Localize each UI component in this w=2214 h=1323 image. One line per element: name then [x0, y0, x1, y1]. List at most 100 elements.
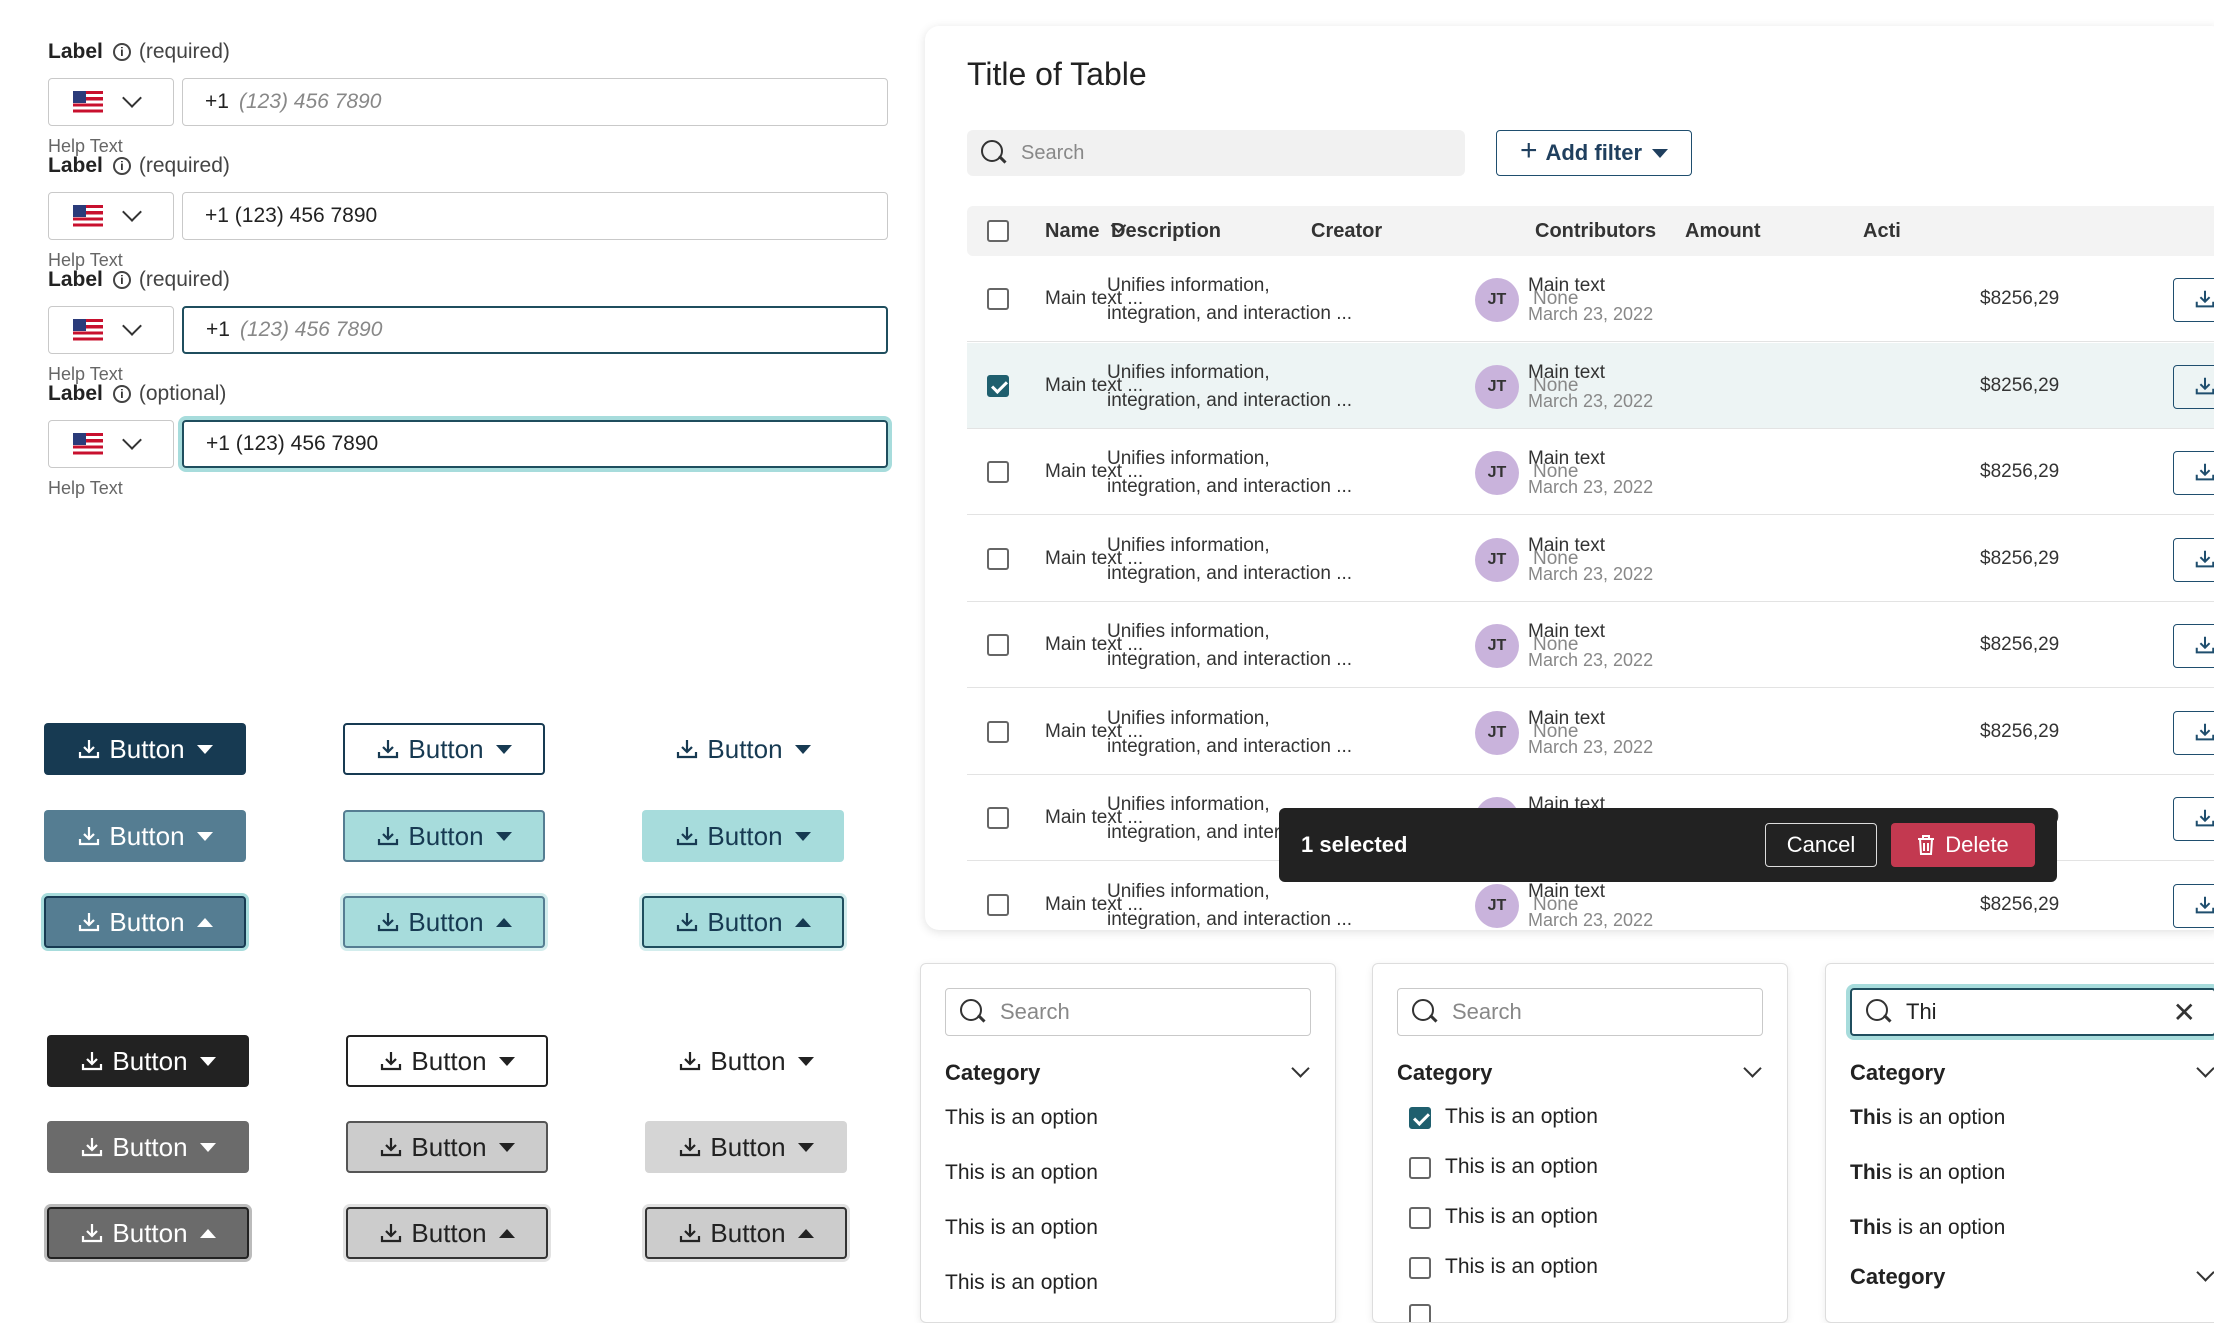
- download-button[interactable]: [2173, 364, 2214, 409]
- row-checkbox[interactable]: [987, 634, 1009, 656]
- chevron-down-icon[interactable]: [2196, 1059, 2214, 1078]
- option-item[interactable]: This is an option: [945, 1106, 1098, 1129]
- category-heading[interactable]: Category: [1397, 1060, 1493, 1085]
- dropdown-button[interactable]: Button: [642, 723, 844, 775]
- download-button[interactable]: [2173, 710, 2214, 755]
- table-row[interactable]: Main text ... Unifies information, integra…: [967, 342, 2214, 429]
- table-row[interactable]: Main text ... Unifies information, integra…: [967, 689, 2214, 775]
- download-button[interactable]: [2173, 883, 2214, 928]
- row-checkbox[interactable]: [987, 720, 1009, 743]
- info-icon[interactable]: i: [112, 157, 131, 175]
- table-search-input[interactable]: Search: [967, 130, 1465, 176]
- dropdown-button[interactable]: Button: [44, 723, 246, 775]
- row-checkbox[interactable]: [987, 807, 1009, 829]
- option-checkbox[interactable]: [1409, 1107, 1431, 1129]
- info-icon[interactable]: i: [112, 385, 131, 403]
- row-checkbox[interactable]: [987, 461, 1009, 483]
- option-item[interactable]: This is an option: [1445, 1255, 1598, 1278]
- option-checkbox[interactable]: [1409, 1157, 1431, 1179]
- dropdown-button[interactable]: Button: [44, 896, 246, 948]
- country-code-select[interactable]: [48, 420, 174, 468]
- row-checkbox[interactable]: [987, 547, 1009, 570]
- column-header[interactable]: Name: [1045, 220, 1100, 242]
- phone-input[interactable]: +1 (123) 456 7890: [182, 306, 888, 354]
- add-filter-button[interactable]: + Add filter: [1496, 130, 1692, 176]
- dropdown-button[interactable]: Button: [343, 896, 545, 948]
- option-item[interactable]: This is an option: [1445, 1155, 1598, 1178]
- option-item[interactable]: This is an option: [1850, 1161, 2005, 1185]
- option-item[interactable]: This is an option: [945, 1161, 1098, 1184]
- field-label: Label i (optional): [48, 380, 888, 408]
- dropdown-button[interactable]: Button: [642, 810, 844, 862]
- download-button[interactable]: [2173, 797, 2214, 841]
- button-label: Button: [112, 1131, 188, 1162]
- row-description: Unifies information, integration, and int…: [1107, 878, 1352, 931]
- dropdown-button[interactable]: Button: [343, 810, 545, 862]
- button-label: Button: [710, 1131, 786, 1162]
- filter-dropdown-panel: Thi ✕ Category This is an option This is an …: [1825, 963, 2214, 1323]
- table-row[interactable]: Main text ... Unifies information, integra…: [967, 862, 2214, 931]
- select-all-checkbox[interactable]: [987, 220, 1009, 242]
- category-heading[interactable]: Category: [945, 1060, 1041, 1085]
- help-text: Help Text: [48, 250, 123, 270]
- dropdown-button[interactable]: Button: [47, 1207, 249, 1259]
- table-row[interactable]: Main text ... Unifies information, integra…: [967, 429, 2214, 515]
- dropdown-button[interactable]: Button: [47, 1035, 249, 1087]
- row-checkbox[interactable]: [987, 893, 1009, 916]
- table-row[interactable]: Main text ... Unifies information, integra…: [967, 602, 2214, 688]
- cancel-button[interactable]: Cancel: [1765, 823, 1877, 867]
- search-icon: [960, 999, 986, 1025]
- chevron-down-icon[interactable]: [1291, 1059, 1310, 1078]
- download-button[interactable]: [2173, 278, 2214, 322]
- info-icon[interactable]: i: [112, 271, 131, 289]
- option-item[interactable]: This is an option: [1850, 1216, 2005, 1240]
- option-item[interactable]: This is an option: [1445, 1105, 1598, 1128]
- download-button[interactable]: [2173, 624, 2214, 668]
- chevron-down-icon[interactable]: [1743, 1059, 1762, 1078]
- dropdown-button[interactable]: Button: [642, 896, 844, 948]
- option-checkbox[interactable]: [1409, 1257, 1431, 1279]
- download-button[interactable]: [2173, 451, 2214, 495]
- option-item[interactable]: This is an option: [945, 1216, 1098, 1239]
- dropdown-button[interactable]: Button: [44, 810, 246, 862]
- panel-search-text: Search: [1452, 999, 1522, 1024]
- phone-input[interactable]: +1 (123) 456 7890: [182, 420, 888, 468]
- dropdown-button[interactable]: Button: [346, 1121, 548, 1173]
- panel-search-input[interactable]: Thi ✕: [1850, 988, 2214, 1036]
- dropdown-button[interactable]: Button: [343, 723, 545, 775]
- option-checkbox[interactable]: [1409, 1207, 1431, 1229]
- option-item[interactable]: This is an option: [1445, 1205, 1598, 1228]
- phone-input[interactable]: +1 (123) 456 7890: [182, 192, 888, 240]
- dropdown-button[interactable]: Button: [645, 1035, 847, 1087]
- phone-input[interactable]: +1 (123) 456 7890: [182, 78, 888, 126]
- caret-up-icon: [199, 1228, 216, 1238]
- delete-button[interactable]: Delete: [1891, 823, 2035, 867]
- info-icon[interactable]: i: [112, 43, 131, 61]
- download-button[interactable]: [2173, 537, 2214, 582]
- table-row[interactable]: Main text ... Unifies information, integra…: [967, 516, 2214, 602]
- phone-placeholder: (123) 456 7890: [239, 318, 383, 341]
- panel-search-input[interactable]: Search: [945, 988, 1311, 1036]
- chevron-down-icon[interactable]: [2196, 1263, 2214, 1282]
- table-row[interactable]: Main text ... Unifies information, integra…: [967, 256, 2214, 342]
- country-code-select[interactable]: [48, 306, 174, 354]
- clear-icon[interactable]: ✕: [2172, 996, 2196, 1028]
- dropdown-button[interactable]: Button: [645, 1121, 847, 1173]
- dropdown-button[interactable]: Button: [346, 1035, 548, 1087]
- option-item[interactable]: This is an option: [945, 1271, 1098, 1294]
- panel-search-input[interactable]: Search: [1397, 988, 1763, 1036]
- country-code-select[interactable]: [48, 192, 174, 240]
- category-heading[interactable]: Category: [1850, 1060, 1946, 1085]
- row-checkbox[interactable]: [987, 374, 1009, 397]
- row-checkbox[interactable]: [987, 288, 1009, 310]
- country-code-select[interactable]: [48, 78, 174, 126]
- option-item[interactable]: This is an option: [1850, 1106, 2005, 1130]
- caret-down-icon: [196, 744, 213, 754]
- dropdown-button[interactable]: Button: [346, 1207, 548, 1259]
- dropdown-button[interactable]: Button: [645, 1207, 847, 1259]
- option-checkbox[interactable]: [1409, 1304, 1431, 1322]
- category-heading[interactable]: Category: [1850, 1264, 1946, 1289]
- dropdown-button[interactable]: Button: [47, 1121, 249, 1173]
- button-label: Button: [109, 820, 185, 851]
- creator-date: March 23, 2022: [1528, 477, 1654, 497]
